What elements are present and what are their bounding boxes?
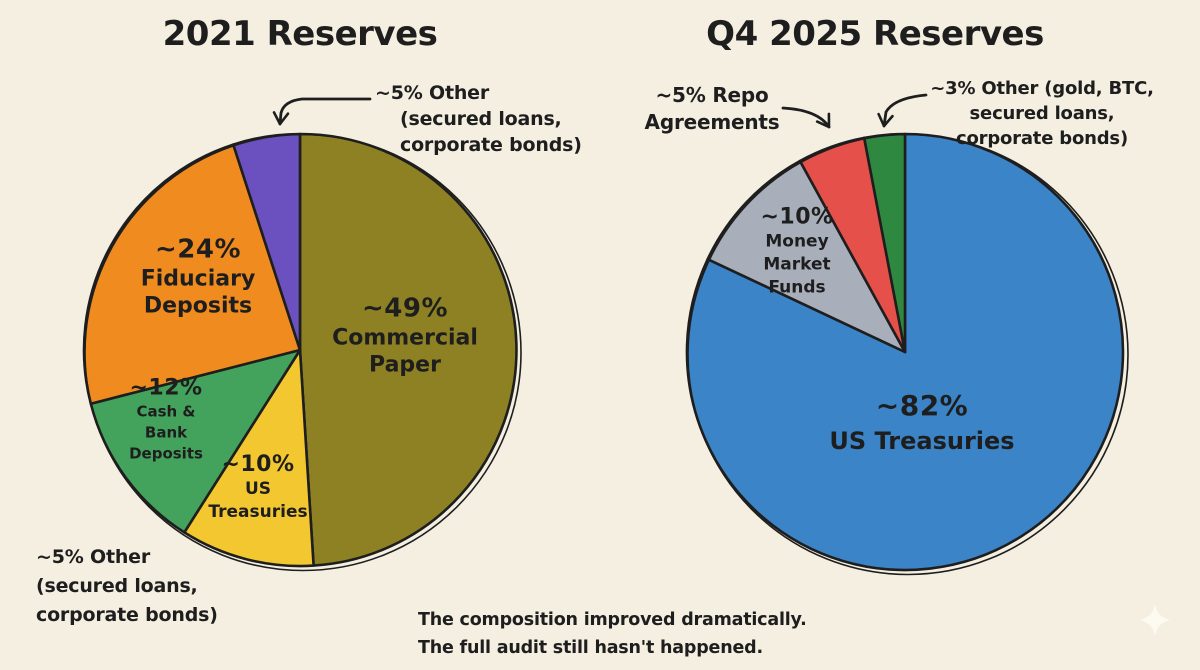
caption-line-1: The composition improved dramatically. xyxy=(418,610,807,630)
label-fiduciary-deposits-pct: ~24% xyxy=(154,234,242,265)
label-us-treasuries-2021-pct: ~10% xyxy=(221,451,295,477)
arrow-to-red-repo-slice xyxy=(781,106,831,129)
label-cash-bank-deposits: ~12% Cash & Bank Deposits xyxy=(129,375,203,463)
label-commercial-paper-pct: ~49% xyxy=(361,293,449,324)
right-chart-title: Q4 2025 Reserves xyxy=(706,14,1044,54)
annotation-other-2021-bottom: ~5% Other (secured loans, corporate bond… xyxy=(36,546,218,626)
label-money-market-funds-pct: ~10% xyxy=(760,204,834,230)
pie-sketch-outline xyxy=(84,133,522,572)
pie-slice-us-treasuries xyxy=(183,348,315,568)
pie-sketch-outline xyxy=(687,133,1129,576)
pie-slice-commercial-paper xyxy=(298,132,518,567)
sparkle-icon xyxy=(1140,604,1170,636)
label-money-market-funds: ~10% Money Market Funds xyxy=(760,204,834,298)
pie-2021-reserves xyxy=(82,132,522,572)
arrow-to-purple-other-slice xyxy=(272,97,372,126)
label-us-treasuries-2025: ~82% US Treasuries xyxy=(829,388,1015,455)
left-chart-title: 2021 Reserves xyxy=(162,14,438,54)
caption-line-2: The full audit still hasn't happened. xyxy=(418,638,763,658)
annotation-arrows xyxy=(272,93,928,129)
label-us-treasuries-2021: ~10% US Treasuries xyxy=(208,451,308,523)
pie-q4-2025-reserves xyxy=(685,132,1129,576)
annotation-repo-agreements: ~5% Repo Agreements xyxy=(644,83,780,134)
annotation-other-2021-top: ~5% Other (secured loans, corporate bond… xyxy=(375,82,582,156)
pie-slice-money-market-funds xyxy=(706,159,907,354)
arrow-to-green-other-slice xyxy=(877,93,928,128)
label-us-treasuries-2025-pct: ~82% xyxy=(875,388,969,422)
annotation-other-2025: ~3% Other (gold, BTC, secured loans, cor… xyxy=(930,78,1154,149)
label-fiduciary-deposits: ~24% Fiduciary Deposits xyxy=(140,234,256,318)
label-commercial-paper: ~49% Commercial Paper xyxy=(332,293,478,377)
label-cash-bank-deposits-pct: ~12% xyxy=(129,375,203,401)
caption: The composition improved dramatically. T… xyxy=(418,606,807,662)
